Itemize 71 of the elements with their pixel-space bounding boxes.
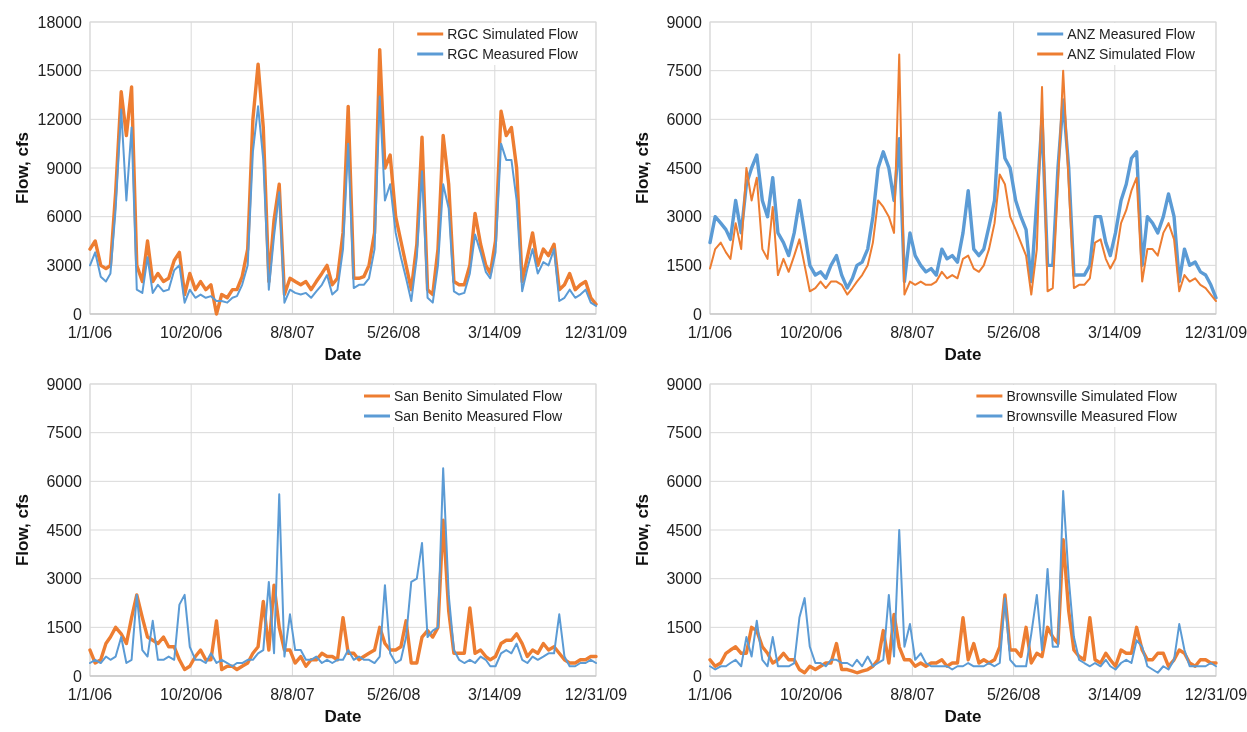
x-tick-label: 12/31/09 [564,324,628,341]
legend-label: RGC Simulated Flow [447,26,579,42]
x-tick-label: 10/20/06 [160,686,223,703]
y-tick-label: 3000 [46,570,83,588]
x-tick-label: 8/8/07 [270,324,315,341]
line-series [709,490,1217,674]
x-axis-title: Date [324,707,362,726]
y-tick-label: 0 [73,305,83,323]
x-tick-label: 3/14/09 [1088,324,1142,341]
x-tick-label: 12/31/09 [564,686,628,703]
y-tick-label: 0 [693,305,703,323]
x-tick-label: 8/8/07 [890,324,935,341]
y-tick-label: 4500 [46,521,83,539]
x-tick-label: 8/8/07 [890,686,935,703]
y-tick-label: 7500 [46,424,83,442]
y-tick-label: 9000 [666,13,703,31]
x-tick-label: 10/20/06 [780,686,843,703]
x-tick-label: 10/20/06 [160,324,223,341]
y-tick-label: 3000 [46,256,83,274]
x-tick-label: 3/14/09 [468,686,522,703]
x-tick-label: 1/1/06 [67,686,113,703]
y-tick-label: 4500 [666,521,703,539]
x-tick-label: 12/31/09 [1184,324,1247,341]
x-tick-label: 10/20/06 [780,324,843,341]
y-tick-label: 3000 [666,570,703,588]
y-tick-label: 3000 [666,208,703,226]
y-tick-label: 15000 [37,62,83,80]
y-tick-label: 18000 [37,13,83,31]
y-tick-label: 9000 [666,375,703,393]
legend-label: San Benito Measured Flow [394,408,563,424]
y-tick-label: 0 [693,667,703,685]
x-tick-label: 12/31/09 [1184,686,1247,703]
y-axis-title: Flow, cfs [13,131,32,205]
y-tick-label: 9000 [46,375,83,393]
y-tick-label: 9000 [46,159,83,177]
x-axis-title: Date [944,345,982,364]
legend-label: Brownsville Simulated Flow [1006,388,1178,404]
y-tick-label: 6000 [46,472,83,490]
y-tick-label: 1500 [666,618,703,636]
x-tick-label: 3/14/09 [1088,686,1142,703]
line-series [89,467,597,668]
y-tick-label: 6000 [666,472,703,490]
y-tick-label: 0 [73,667,83,685]
y-tick-label: 6000 [666,110,703,128]
legend-label: ANZ Simulated Flow [1067,46,1196,62]
y-axis-title: Flow, cfs [13,493,32,567]
x-tick-label: 5/26/08 [986,686,1041,703]
x-tick-label: 3/14/09 [468,324,522,341]
y-tick-label: 1500 [666,256,703,274]
legend-label: ANZ Measured Flow [1067,26,1196,42]
y-axis-title: Flow, cfs [633,131,652,205]
x-tick-label: 5/26/08 [366,686,421,703]
x-axis-title: Date [944,707,982,726]
y-tick-label: 4500 [666,159,703,177]
y-tick-label: 1500 [46,618,83,636]
x-tick-label: 1/1/06 [687,686,733,703]
y-tick-label: 12000 [37,110,83,128]
x-axis-title: Date [324,345,362,364]
x-tick-label: 5/26/08 [366,324,421,341]
y-tick-label: 7500 [666,424,703,442]
y-axis-title: Flow, cfs [633,493,652,567]
x-tick-label: 1/1/06 [687,324,733,341]
y-tick-label: 7500 [666,62,703,80]
x-tick-label: 8/8/07 [270,686,315,703]
x-tick-label: 1/1/06 [67,324,113,341]
x-tick-label: 5/26/08 [986,324,1041,341]
y-tick-label: 6000 [46,208,83,226]
line-series [89,95,597,307]
legend-label: RGC Measured Flow [447,46,579,62]
legend-label: Brownsville Measured Flow [1006,408,1178,424]
legend-label: San Benito Simulated Flow [394,388,563,404]
